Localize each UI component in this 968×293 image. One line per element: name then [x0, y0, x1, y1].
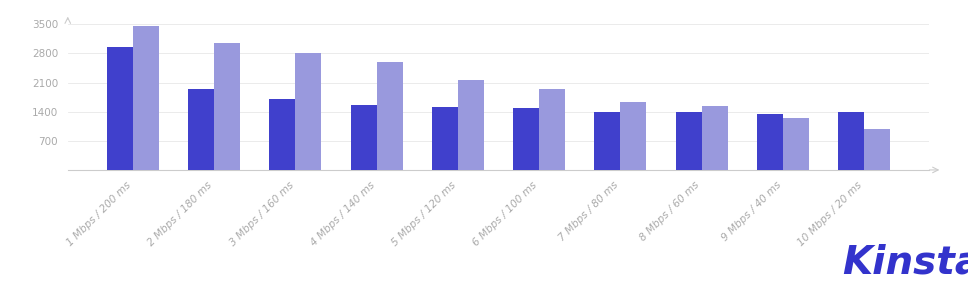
Bar: [838, 113, 864, 170]
Bar: [133, 26, 159, 170]
Bar: [539, 89, 565, 170]
Bar: [783, 118, 809, 170]
Bar: [350, 105, 377, 170]
Bar: [513, 108, 539, 170]
Bar: [188, 89, 214, 170]
Bar: [432, 108, 458, 170]
Bar: [106, 47, 133, 170]
Bar: [458, 80, 484, 170]
Bar: [864, 129, 891, 170]
Bar: [702, 106, 728, 170]
Bar: [295, 53, 321, 170]
Bar: [757, 114, 783, 170]
Bar: [676, 113, 702, 170]
Bar: [269, 99, 295, 170]
Bar: [377, 62, 403, 170]
Bar: [594, 113, 620, 170]
Bar: [214, 43, 240, 170]
Bar: [620, 102, 647, 170]
Text: Kinsta: Kinsta: [842, 243, 968, 281]
